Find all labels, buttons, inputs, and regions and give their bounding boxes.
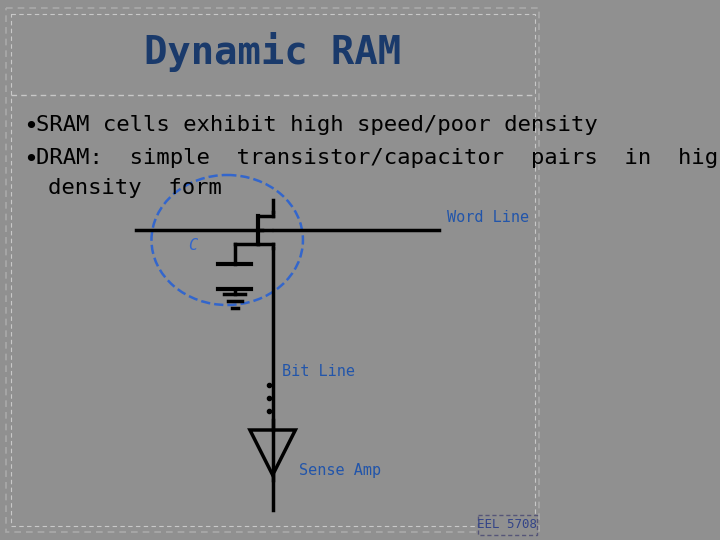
Text: EEL 5708: EEL 5708	[477, 518, 537, 531]
Text: •: •	[23, 148, 37, 172]
Text: DRAM:  simple  transistor/capacitor  pairs  in  high: DRAM: simple transistor/capacitor pairs …	[36, 148, 720, 168]
FancyBboxPatch shape	[478, 515, 537, 535]
Text: C: C	[189, 238, 198, 253]
Text: SRAM cells exhibit high speed/poor density: SRAM cells exhibit high speed/poor densi…	[36, 115, 598, 135]
Text: Sense Amp: Sense Amp	[299, 462, 382, 477]
Text: Word Line: Word Line	[447, 211, 529, 226]
Text: Bit Line: Bit Line	[282, 364, 355, 380]
Text: •: •	[23, 115, 37, 139]
Text: Dynamic RAM: Dynamic RAM	[144, 32, 401, 72]
Text: density  form: density form	[48, 178, 222, 198]
